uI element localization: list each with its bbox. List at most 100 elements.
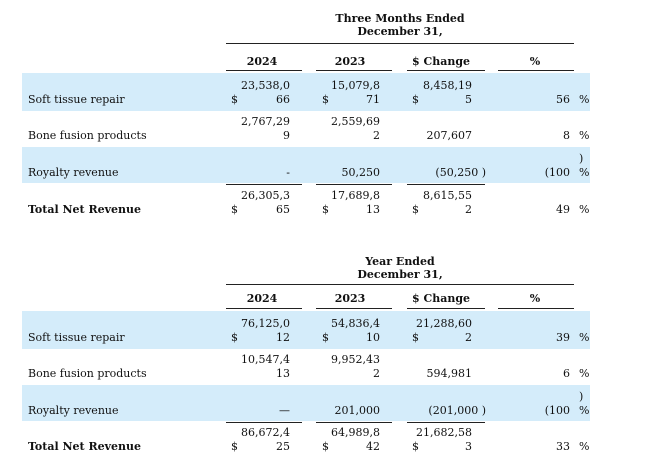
column-underline [226,308,302,309]
percent-sign: % [579,331,590,344]
value-2024: 86,672,4 [241,426,290,439]
row-label: Bone fusion products [28,129,147,142]
column-underline [407,308,485,309]
value-2024: — [279,404,290,417]
value-change: 2 [465,203,472,216]
value-2023: 42 [366,440,380,453]
total-rule [316,184,392,185]
dollar-sign: $ [322,440,329,453]
column-underline [226,70,302,71]
value-change: (50,250 ) [435,166,486,179]
value-2024: 66 [276,93,290,106]
row-label: Soft tissue repair [28,331,125,344]
value-2024: 13 [276,367,290,380]
value-percent: (100 [544,166,570,179]
value-change: 2 [465,331,472,344]
column-underline [316,308,392,309]
dollar-sign: $ [412,331,419,344]
value-2023: 2,559,69 [331,115,380,128]
value-change: 8,615,55 [423,189,472,202]
value-2024: - [286,166,290,179]
dollar-sign: $ [412,93,419,106]
column-header-percent: % [529,55,541,68]
value-2023: 9,952,43 [331,353,380,366]
row-band [22,73,590,111]
dollar-sign: $ [231,331,238,344]
total-rule [316,422,392,423]
value-percent: 49 [556,203,570,216]
value-2023: 2 [373,367,380,380]
column-underline [498,70,574,71]
percent-sign: % [579,129,590,142]
value-2024: 25 [276,440,290,453]
value-2024: 76,125,0 [241,317,290,330]
column-underline [407,70,485,71]
value-change: 207,607 [426,129,473,142]
row-band [22,147,590,183]
value-change: (201,000 ) [428,404,486,417]
value-change: 21,288,60 [416,317,472,330]
value-2024: 2,767,29 [241,115,290,128]
percent-sign: % [579,404,590,417]
value-percent: 8 [563,129,570,142]
year-heading-line1: Year Ended [365,255,435,268]
value-change: 21,682,58 [416,426,472,439]
percent-sign: % [579,367,590,380]
total-rule [226,184,302,185]
three-months-heading-line1: Three Months Ended [335,12,465,25]
column-header-2023: 2023 [334,292,366,305]
dollar-sign: $ [412,440,419,453]
three-months-heading-line2: December 31, [357,25,443,38]
value-2023: 10 [366,331,380,344]
row-label: Royalty revenue [28,166,119,179]
dollar-sign: $ [322,93,329,106]
value-2023: 201,000 [334,404,381,417]
percent-sign: % [579,440,590,453]
value-2024: 12 [276,331,290,344]
value-change: 3 [465,440,472,453]
column-header-2024: 2024 [246,55,278,68]
column-underline [498,308,574,309]
value-2023: 71 [366,93,380,106]
row-label: Total Net Revenue [28,203,141,216]
value-percent: 56 [556,93,570,106]
dollar-sign: $ [412,203,419,216]
value-2023: 64,989,8 [331,426,380,439]
value-change: 5 [465,93,472,106]
column-header-change: $ Change [411,55,471,68]
percent-sign: % [579,93,590,106]
row-label: Royalty revenue [28,404,119,417]
column-header-2023: 2023 [334,55,366,68]
row-label: Soft tissue repair [28,93,125,106]
heading-underline [226,43,574,44]
total-rule [407,184,485,185]
column-header-percent: % [529,292,541,305]
value-2024: 9 [283,129,290,142]
value-2024: 65 [276,203,290,216]
value-2024: 10,547,4 [241,353,290,366]
dollar-sign: $ [322,203,329,216]
value-change: 594,981 [426,367,473,380]
dollar-sign: $ [231,440,238,453]
row-label: Total Net Revenue [28,440,141,453]
row-band [22,385,590,421]
value-percent: 33 [556,440,570,453]
value-2024: 26,305,3 [241,189,290,202]
total-rule [226,422,302,423]
value-2023: 13 [366,203,380,216]
column-header-2024: 2024 [246,292,278,305]
dollar-sign: $ [322,331,329,344]
value-percent: 6 [563,367,570,380]
value-2023: 17,689,8 [331,189,380,202]
value-percent: (100 [544,404,570,417]
percent-paren: ) [579,152,584,165]
row-band [22,311,590,349]
value-2023: 2 [373,129,380,142]
value-percent: 39 [556,331,570,344]
value-change: 8,458,19 [423,79,472,92]
year-heading-line2: December 31, [357,268,443,281]
value-2024: 23,538,0 [241,79,290,92]
heading-underline [226,284,574,285]
percent-sign: % [579,166,590,179]
column-header-change: $ Change [411,292,471,305]
